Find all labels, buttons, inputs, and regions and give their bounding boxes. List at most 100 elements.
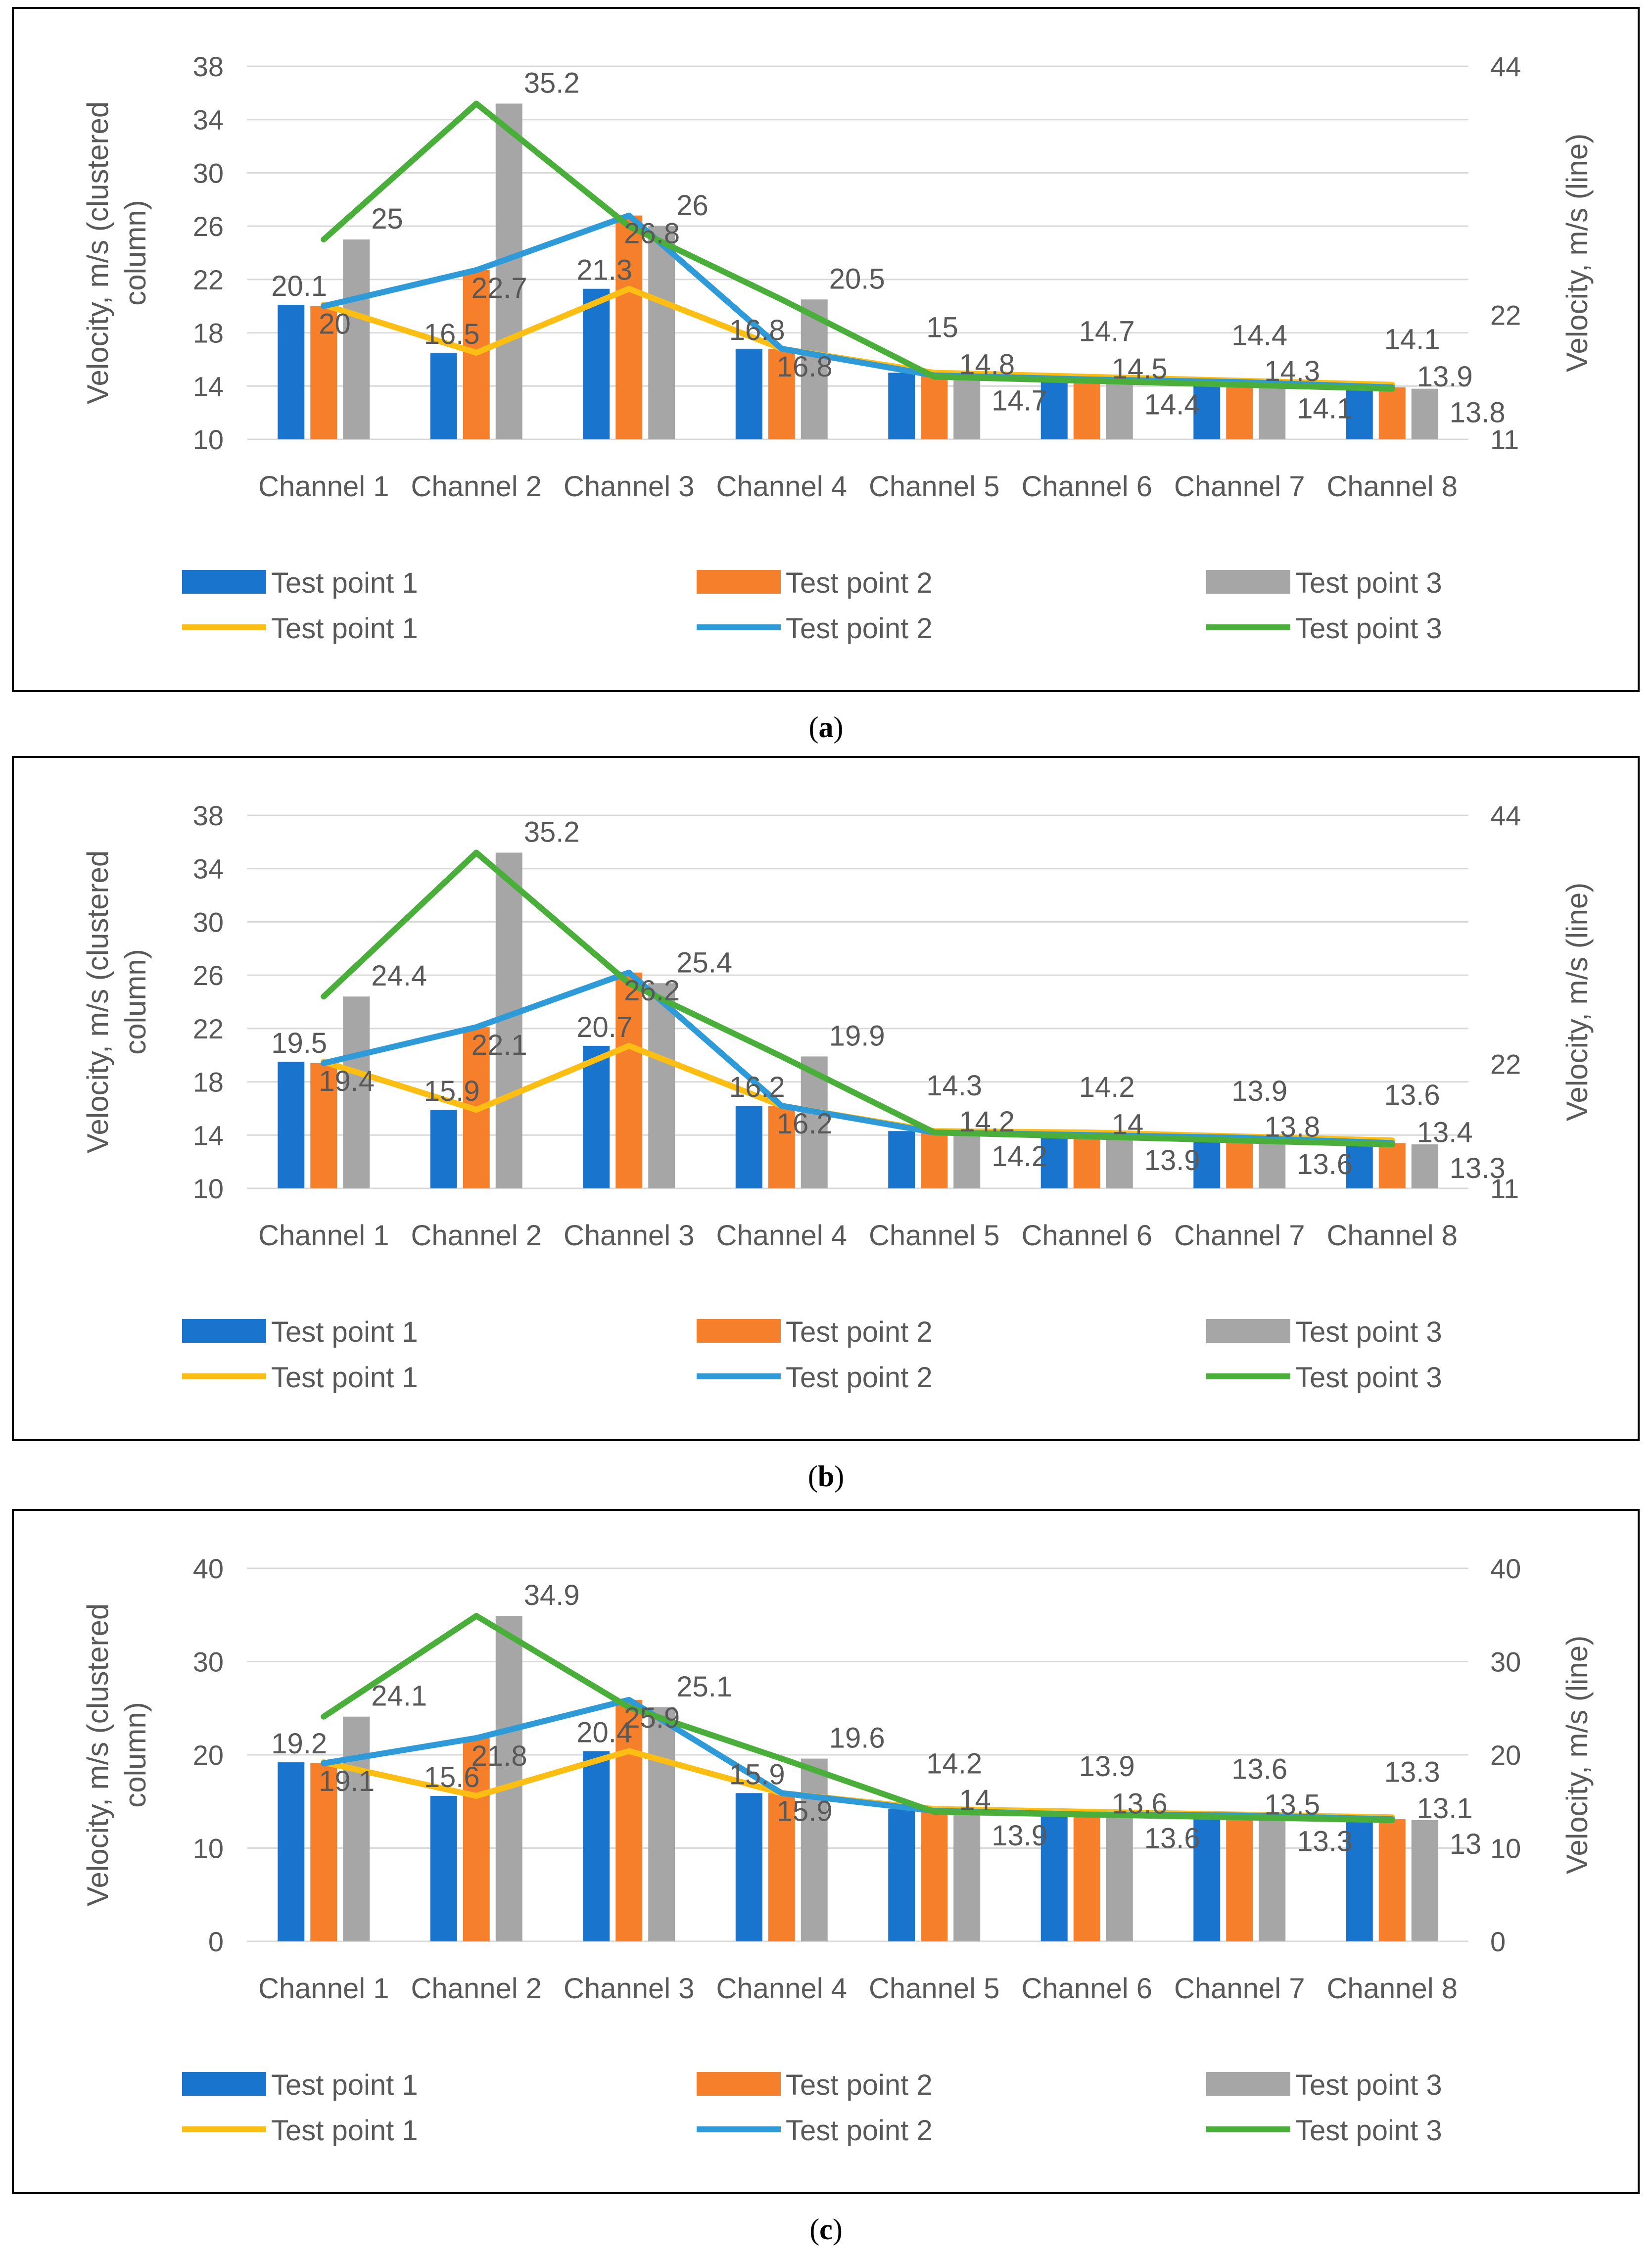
y-tick-left: 0 xyxy=(208,1926,224,1957)
data-label: 14 xyxy=(1112,1108,1144,1140)
data-label: 14.3 xyxy=(1264,355,1320,387)
bar-1 xyxy=(278,1062,305,1188)
data-label: 14.2 xyxy=(959,1106,1015,1138)
bar-2 xyxy=(1378,1819,1406,1941)
data-label: 16.8 xyxy=(729,314,785,346)
data-label: 20.5 xyxy=(829,263,885,295)
series-line-3 xyxy=(321,1613,1395,1823)
data-label: 14.2 xyxy=(991,1140,1047,1173)
bar-1 xyxy=(430,352,457,439)
bar-2 xyxy=(310,1763,337,1941)
chart-c-svg: 0 10 20 30 40 0 10 20 30 40 Velocity, m/s (cluster… xyxy=(81,1553,1594,2147)
data-label: 14.7 xyxy=(1079,315,1135,347)
x-tick-label: Channel 2 xyxy=(411,470,542,503)
bar-3 xyxy=(343,239,370,439)
bar-2 xyxy=(1073,379,1100,439)
series-line-3 xyxy=(321,100,1395,392)
y-axis-title-right: Velocity, m/s (line) xyxy=(1560,134,1594,372)
y-tick-left: 30 xyxy=(193,906,224,938)
data-label: 19.5 xyxy=(271,1027,327,1059)
data-label: 16.5 xyxy=(424,318,480,350)
legend-label: Test point 2 xyxy=(786,612,933,645)
legend-label: Test point 2 xyxy=(786,1362,933,1394)
bar-2 xyxy=(1226,382,1253,439)
x-tick-label: Channel 5 xyxy=(869,470,999,503)
bar-1 xyxy=(1193,1136,1221,1188)
bar-1 xyxy=(583,288,610,439)
y-axis-title-right-text: Velocity, m/s (line) xyxy=(1560,883,1594,1121)
data-label: 16.8 xyxy=(777,351,833,383)
bar-1 xyxy=(1193,380,1221,439)
bar-1 xyxy=(583,1751,610,1941)
bar-2 xyxy=(615,972,643,1188)
legend-swatch-bar xyxy=(182,2072,266,2096)
data-label: 13.6 xyxy=(1384,1079,1440,1111)
bar-3 xyxy=(953,1132,981,1188)
data-label: 25.1 xyxy=(676,1671,732,1703)
y-tick-right: 10 xyxy=(1490,1833,1521,1864)
data-label: 20.7 xyxy=(576,1011,632,1043)
legend-label: Test point 3 xyxy=(1295,1362,1442,1394)
bar-3 xyxy=(1259,384,1286,439)
y-axis-title-left-line2: column) xyxy=(119,200,152,305)
caption-c: (c) xyxy=(809,2213,843,2246)
x-tick-label: Channel 6 xyxy=(1022,1973,1152,2005)
chart-panel-b: 10 14 18 22 26 30 34 38 11 22 44 Velocity, m/s (clu… xyxy=(12,756,1640,1441)
bar-1 xyxy=(278,305,305,439)
data-label: 20 xyxy=(319,308,351,340)
series-line-3 xyxy=(321,849,1395,1148)
bar-3 xyxy=(953,1811,981,1941)
x-tick-label: Channel 3 xyxy=(564,470,694,503)
y-tick-left: 38 xyxy=(193,800,224,831)
data-label: 13.9 xyxy=(1417,361,1473,393)
y-tick-left: 14 xyxy=(193,1120,224,1151)
data-label: 13.9 xyxy=(991,1820,1047,1852)
y-tick-left: 38 xyxy=(193,51,224,82)
x-tick-label: Channel 4 xyxy=(716,1973,847,2005)
data-label: 14.1 xyxy=(1297,393,1353,425)
data-label: 13.3 xyxy=(1450,1152,1506,1184)
y-tick-right: 22 xyxy=(1490,300,1521,331)
caption-c-letter: c xyxy=(819,2213,833,2246)
x-tick-label: Channel 2 xyxy=(411,1973,542,2005)
y-axis-title-left-line1: Velocity, m/s (clustered xyxy=(81,850,114,1153)
y-tick-right: 20 xyxy=(1490,1740,1521,1771)
data-label: 13.5 xyxy=(1264,1789,1320,1821)
data-label: 26 xyxy=(676,189,708,222)
data-label: 15.6 xyxy=(424,1761,480,1793)
bar-1 xyxy=(278,1762,305,1941)
y-axis-title-left: Velocity, m/s (clustered column) xyxy=(81,101,152,404)
legend-label: Test point 3 xyxy=(1295,2115,1442,2147)
data-label: 15 xyxy=(926,311,958,343)
legend-swatch-bar xyxy=(1206,570,1290,594)
data-label: 20.1 xyxy=(271,270,327,302)
bar-1 xyxy=(1193,1814,1221,1941)
y-tick-left: 18 xyxy=(193,318,224,349)
y-tick-right: 11 xyxy=(1490,424,1519,455)
caption-b-letter: b xyxy=(817,1460,835,1493)
x-tick-label: Channel 4 xyxy=(716,470,847,503)
bar-3 xyxy=(1106,1136,1133,1188)
data-label: 13.3 xyxy=(1297,1825,1353,1857)
legend-label: Test point 3 xyxy=(1295,1316,1442,1348)
x-tick-label: Channel 1 xyxy=(258,1973,389,2005)
y-axis-title-right-text: Velocity, m/s (line) xyxy=(1560,134,1594,372)
bar-2 xyxy=(1378,1143,1406,1188)
bar-1 xyxy=(888,1131,915,1188)
data-label: 19.2 xyxy=(271,1728,327,1760)
chart-b-svg: 10 14 18 22 26 30 34 38 11 22 44 Velocity, m/s (clu… xyxy=(81,800,1594,1394)
data-label: 15.9 xyxy=(729,1758,785,1790)
bar-1 xyxy=(430,1795,457,1941)
x-tick-label: Channel 6 xyxy=(1022,1220,1152,1252)
bar-3 xyxy=(1106,380,1133,439)
bar-1 xyxy=(888,1809,915,1941)
y-tick-right: 30 xyxy=(1490,1646,1521,1678)
x-tick-label: Channel 8 xyxy=(1327,470,1458,503)
y-tick-right: 44 xyxy=(1490,51,1521,82)
data-label: 24.1 xyxy=(371,1680,427,1712)
y-tick-right: 22 xyxy=(1490,1049,1521,1080)
data-label: 21.8 xyxy=(472,1740,527,1772)
bar-3 xyxy=(801,1758,828,1941)
data-label: 14.4 xyxy=(1231,320,1287,352)
y-tick-left: 26 xyxy=(193,960,224,991)
